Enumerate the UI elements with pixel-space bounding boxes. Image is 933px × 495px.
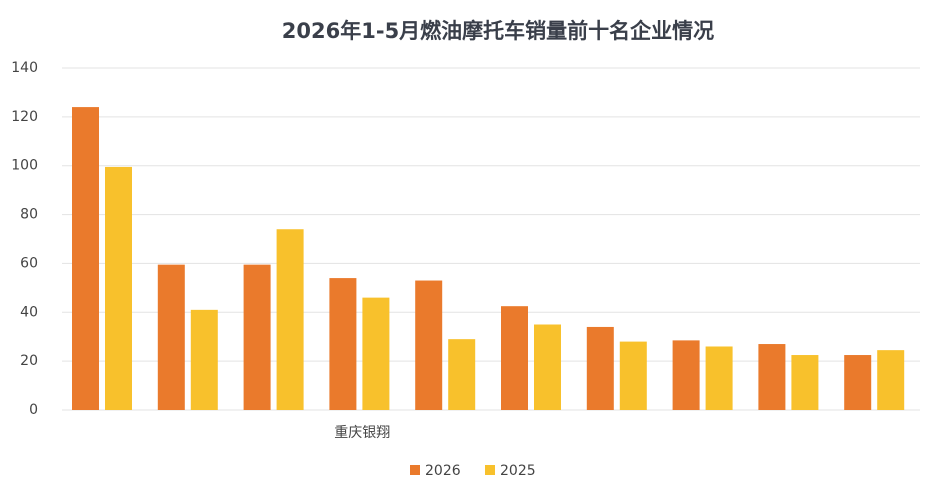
y-tick-label: 100 bbox=[11, 158, 38, 174]
y-tick-label: 140 bbox=[11, 60, 38, 76]
legend-label: 2026 bbox=[425, 463, 461, 479]
y-tick-label: 40 bbox=[20, 304, 38, 320]
bar bbox=[448, 339, 476, 410]
bar bbox=[586, 326, 614, 410]
legend-label: 2025 bbox=[500, 463, 536, 479]
bar bbox=[105, 166, 132, 410]
legend-swatch bbox=[485, 465, 495, 475]
bar bbox=[501, 306, 528, 410]
bar bbox=[72, 107, 99, 410]
y-tick-label: 20 bbox=[20, 353, 38, 369]
bar bbox=[844, 355, 872, 410]
bar bbox=[243, 264, 271, 410]
chart-title: 2026年1-5月燃油摩托车销量前十名企业情况 bbox=[282, 19, 714, 43]
bar bbox=[415, 280, 443, 410]
bar bbox=[877, 350, 905, 410]
legend-swatch bbox=[410, 465, 420, 475]
x-tick-label: 重庆银翔 bbox=[334, 425, 390, 441]
bar bbox=[534, 324, 561, 410]
bar bbox=[619, 341, 647, 410]
y-tick-label: 0 bbox=[29, 402, 38, 418]
bar bbox=[362, 297, 390, 410]
y-tick-label: 80 bbox=[20, 207, 38, 223]
bar bbox=[157, 264, 185, 410]
y-tick-label: 120 bbox=[11, 109, 38, 125]
y-tick-label: 60 bbox=[20, 255, 38, 271]
bar bbox=[672, 340, 700, 410]
bar bbox=[791, 355, 819, 410]
bar bbox=[705, 346, 733, 410]
bar bbox=[758, 344, 786, 410]
bar bbox=[190, 309, 218, 410]
bar bbox=[276, 229, 304, 410]
bar bbox=[329, 278, 357, 410]
